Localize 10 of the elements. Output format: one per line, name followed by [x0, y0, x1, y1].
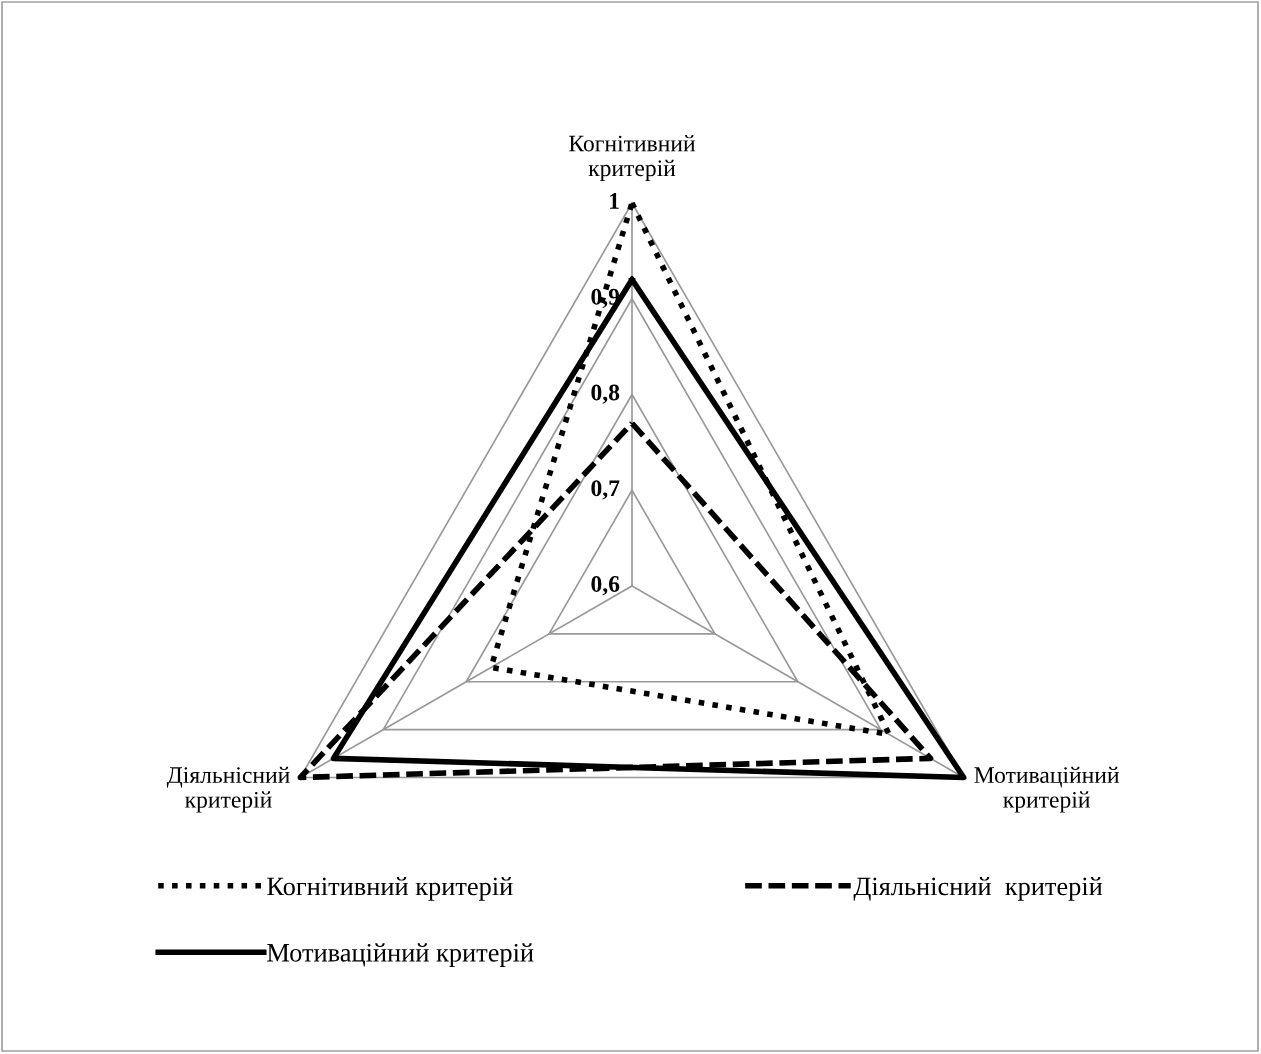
legend-label: Діяльнісний критерій: [853, 877, 1103, 901]
y-tick-label: 0,7: [591, 480, 620, 500]
spoke-label: Когнітивний критерій: [569, 135, 696, 181]
spoke-label: Мотиваційний критерій: [974, 766, 1120, 813]
y-tick-label: 0,6: [591, 575, 620, 596]
spoke-label: Діяльнісний критерій: [166, 766, 290, 813]
y-tick-label: 0,8: [591, 384, 620, 404]
legend-label: Мотиваційний критерій: [267, 943, 534, 968]
legend-label: Когнітивний критерій: [267, 877, 513, 901]
y-tick-label: 1: [610, 193, 619, 209]
